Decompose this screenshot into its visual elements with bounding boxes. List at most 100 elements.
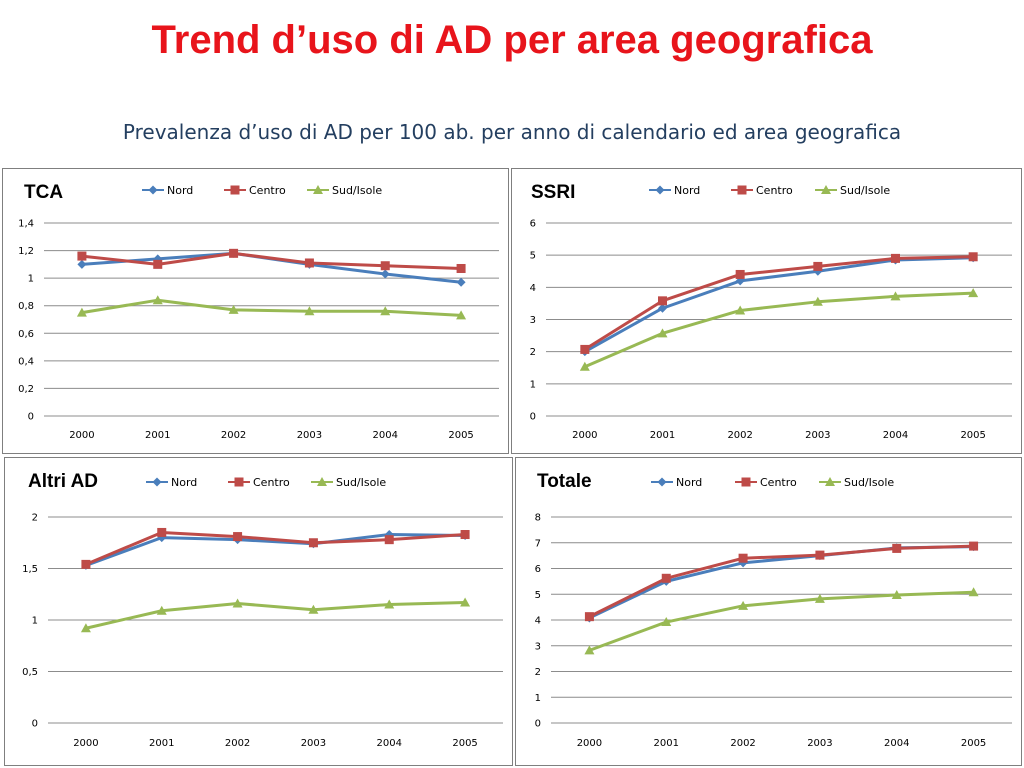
series-line-centro — [588, 544, 974, 618]
series-line-nord — [584, 256, 974, 353]
data-point — [384, 535, 394, 545]
series-line-sud-isole — [584, 291, 974, 369]
chart-frame — [4, 457, 513, 766]
x-tick-label: 2001 — [654, 738, 679, 749]
legend-item: Nord — [651, 476, 702, 489]
legend-item: Sud/Isole — [819, 476, 894, 489]
data-point — [304, 306, 315, 316]
y-tick-label: 1,4 — [18, 219, 34, 230]
chart-svg: Altri AD 0 0,5 1 1,5 2 2000 2001 2002 2003 2004 200… — [4, 457, 513, 766]
legend-label: Nord — [171, 476, 197, 489]
legend-label: Nord — [676, 476, 702, 489]
series-line-centro — [85, 530, 466, 566]
y-tick-label: 2 — [535, 667, 541, 678]
series-line-centro — [584, 255, 974, 351]
x-tick-label: 2005 — [448, 430, 473, 441]
y-tick-label: 4 — [535, 616, 541, 627]
y-tick-label: 5 — [535, 590, 541, 601]
y-tick-label: 1 — [32, 616, 38, 627]
chart-title-tca: TCA — [24, 182, 63, 203]
data-point — [380, 261, 390, 271]
y-tick-label: 7 — [535, 538, 541, 549]
y-tick-label: 1,5 — [22, 564, 38, 575]
y-tick-label: 2 — [530, 347, 536, 358]
legend-label: Sud/Isole — [840, 184, 890, 197]
data-point — [77, 259, 87, 269]
chart-title-ssri: SSRI — [531, 182, 575, 203]
series-line-sud-isole — [81, 298, 462, 317]
y-tick-label: 0,5 — [22, 667, 38, 678]
series-line-sud-isole — [85, 600, 466, 630]
chart-title-totale: Totale — [537, 471, 592, 492]
legend-label: Nord — [674, 184, 700, 197]
data-point — [308, 538, 318, 548]
data-point — [891, 590, 902, 600]
y-tick-label: 0 — [535, 719, 541, 730]
data-point — [380, 269, 390, 279]
legend-marker — [741, 477, 751, 487]
legend-label: Centro — [253, 476, 290, 489]
data-point — [815, 550, 825, 560]
data-point — [580, 344, 590, 354]
x-tick-label: 2000 — [577, 738, 602, 749]
data-point — [968, 288, 979, 298]
legend-item: Nord — [649, 184, 700, 197]
data-point — [380, 306, 391, 316]
y-tick-label: 0,8 — [18, 301, 34, 312]
y-tick-label: 1 — [530, 379, 536, 390]
data-point — [233, 532, 243, 542]
legend-label: Sud/Isole — [844, 476, 894, 489]
legend-item: Centro — [228, 476, 290, 489]
legend-item: Centro — [731, 184, 793, 197]
y-tick-label: 4 — [530, 283, 536, 294]
data-point — [308, 604, 319, 614]
data-point — [738, 553, 748, 563]
legend-marker — [655, 185, 665, 195]
x-tick-label: 2003 — [807, 738, 832, 749]
legend-item: Centro — [735, 476, 797, 489]
legend-marker — [825, 477, 835, 486]
data-point — [157, 527, 167, 537]
data-point — [661, 617, 672, 627]
y-tick-label: 1,2 — [18, 246, 34, 257]
legend-label: Centro — [249, 184, 286, 197]
data-point — [76, 307, 87, 317]
series-line-nord — [85, 533, 466, 567]
data-point — [77, 251, 87, 261]
data-point — [384, 530, 394, 540]
legend-item: Centro — [224, 184, 286, 197]
y-tick-label: 2 — [32, 513, 38, 524]
x-tick-label: 2003 — [301, 738, 326, 749]
legend-marker — [230, 185, 240, 195]
slide-title: Trend d’uso di AD per area geografica — [151, 18, 873, 62]
legend-item: Sud/Isole — [307, 184, 382, 197]
legend-label: Nord — [167, 184, 193, 197]
x-tick-label: 2002 — [727, 430, 752, 441]
chart-title-altri-ad: Altri AD — [28, 471, 98, 492]
chart-panel-tca: TCA 0 0,2 0,4 0,6 0,8 1 1,2 1,4 2000 2001 2002 2003 2… — [2, 168, 509, 454]
chart-panel-totale: Totale 0 1 2 3 4 5 6 7 8 2000 2001 2002 2003 2004 2005 N… — [515, 457, 1022, 766]
legend-marker — [737, 185, 747, 195]
data-point — [892, 543, 902, 553]
x-tick-label: 2004 — [884, 738, 909, 749]
data-point — [80, 623, 91, 633]
x-tick-label: 2005 — [961, 738, 986, 749]
x-tick-label: 2001 — [145, 430, 170, 441]
x-tick-label: 2003 — [297, 430, 322, 441]
legend-label: Centro — [756, 184, 793, 197]
x-tick-label: 2005 — [452, 738, 477, 749]
data-point — [738, 600, 749, 610]
data-point — [456, 263, 466, 273]
data-point — [153, 259, 163, 269]
x-tick-label: 2000 — [73, 738, 98, 749]
data-point — [456, 310, 467, 320]
y-tick-label: 3 — [530, 315, 536, 326]
data-point — [152, 295, 163, 305]
legend-item: Sud/Isole — [311, 476, 386, 489]
legend-label: Sud/Isole — [332, 184, 382, 197]
data-point — [890, 291, 901, 301]
legend-item: Nord — [146, 476, 197, 489]
legend-label: Sud/Isole — [336, 476, 386, 489]
x-tick-label: 2002 — [221, 430, 246, 441]
legend-label: Centro — [760, 476, 797, 489]
